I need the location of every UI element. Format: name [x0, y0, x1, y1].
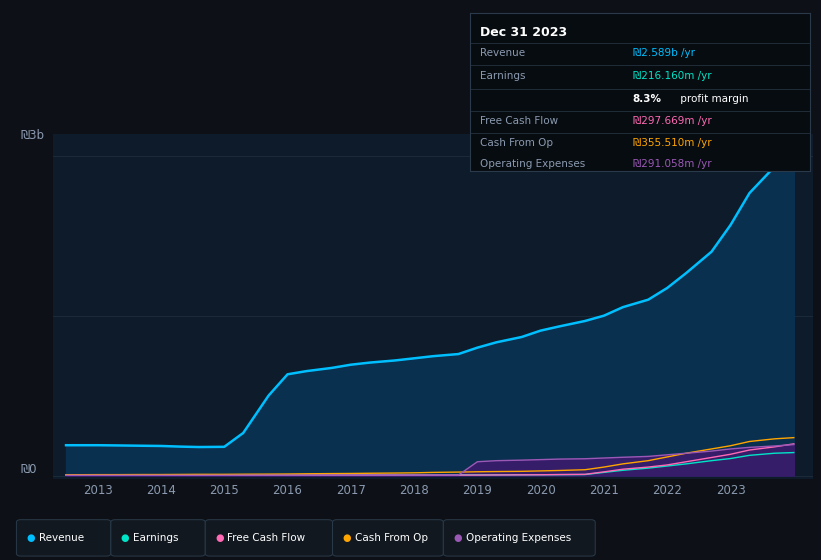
- Text: ₪0: ₪0: [21, 463, 37, 476]
- Text: Earnings: Earnings: [133, 533, 178, 543]
- Text: ₪2.589b /yr: ₪2.589b /yr: [633, 48, 695, 58]
- Text: Revenue: Revenue: [39, 533, 84, 543]
- Text: Operating Expenses: Operating Expenses: [479, 160, 585, 170]
- Text: ●: ●: [121, 533, 129, 543]
- Text: ₪216.160m /yr: ₪216.160m /yr: [633, 71, 711, 81]
- Text: Revenue: Revenue: [479, 48, 525, 58]
- Text: Free Cash Flow: Free Cash Flow: [227, 533, 305, 543]
- Text: profit margin: profit margin: [677, 94, 749, 104]
- Text: ₪291.058m /yr: ₪291.058m /yr: [633, 160, 711, 170]
- Text: ₪355.510m /yr: ₪355.510m /yr: [633, 138, 711, 148]
- Text: ●: ●: [342, 533, 351, 543]
- Text: ●: ●: [453, 533, 461, 543]
- Text: ₪3b: ₪3b: [21, 129, 44, 142]
- Text: ●: ●: [215, 533, 223, 543]
- Text: Earnings: Earnings: [479, 71, 525, 81]
- Text: Operating Expenses: Operating Expenses: [466, 533, 571, 543]
- Text: ●: ●: [26, 533, 34, 543]
- Text: Cash From Op: Cash From Op: [355, 533, 428, 543]
- Text: ₪297.669m /yr: ₪297.669m /yr: [633, 116, 712, 126]
- Text: Dec 31 2023: Dec 31 2023: [479, 26, 567, 39]
- Text: Free Cash Flow: Free Cash Flow: [479, 116, 558, 126]
- Text: 8.3%: 8.3%: [633, 94, 662, 104]
- Text: Cash From Op: Cash From Op: [479, 138, 553, 148]
